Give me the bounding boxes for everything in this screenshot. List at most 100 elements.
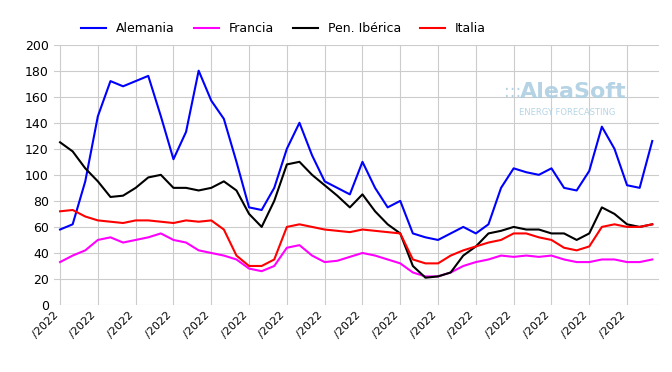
Alemania xyxy=(396,199,405,203)
Alemania xyxy=(472,231,480,236)
Francia xyxy=(308,253,316,258)
Pen. Ibérica xyxy=(157,173,165,177)
Pen. Ibérica xyxy=(358,192,366,196)
Text: AleaSoft: AleaSoft xyxy=(519,81,626,102)
Alemania xyxy=(106,79,114,83)
Pen. Ibérica xyxy=(623,222,631,227)
Francia xyxy=(421,274,429,279)
Alemania xyxy=(169,157,177,161)
Alemania xyxy=(321,179,329,183)
Francia xyxy=(610,257,618,262)
Pen. Ibérica xyxy=(548,231,556,236)
Francia xyxy=(548,253,556,258)
Pen. Ibérica xyxy=(472,244,480,248)
Pen. Ibérica xyxy=(56,140,64,144)
Pen. Ibérica xyxy=(573,238,581,242)
Pen. Ibérica xyxy=(233,188,241,193)
Alemania xyxy=(535,173,543,177)
Pen. Ibérica xyxy=(69,149,77,154)
Francia xyxy=(157,231,165,236)
Pen. Ibérica xyxy=(270,199,278,203)
Italia xyxy=(598,225,606,229)
Francia xyxy=(459,264,467,268)
Pen. Ibérica xyxy=(182,186,190,190)
Alemania xyxy=(447,231,455,236)
Italia xyxy=(56,209,64,214)
Alemania xyxy=(296,121,304,125)
Pen. Ibérica xyxy=(648,222,657,227)
Alemania xyxy=(459,225,467,229)
Pen. Ibérica xyxy=(371,209,379,214)
Italia xyxy=(106,219,114,224)
Italia xyxy=(610,222,618,227)
Francia xyxy=(384,257,392,262)
Pen. Ibérica xyxy=(535,227,543,232)
Pen. Ibérica xyxy=(94,179,102,183)
Italia xyxy=(560,246,568,250)
Italia xyxy=(69,208,77,212)
Pen. Ibérica xyxy=(522,227,530,232)
Alemania xyxy=(548,166,556,170)
Pen. Ibérica xyxy=(333,193,341,198)
Pen. Ibérica xyxy=(207,186,215,190)
Pen. Ibérica xyxy=(421,275,429,280)
Francia xyxy=(333,259,341,263)
Alemania xyxy=(81,179,89,183)
Pen. Ibérica xyxy=(245,212,253,216)
Italia xyxy=(169,221,177,225)
Alemania xyxy=(509,166,517,170)
Italia xyxy=(81,214,89,219)
Alemania xyxy=(195,68,203,73)
Pen. Ibérica xyxy=(144,175,153,180)
Alemania xyxy=(485,222,493,227)
Italia xyxy=(270,257,278,262)
Alemania xyxy=(421,235,429,240)
Italia xyxy=(623,225,631,229)
Francia xyxy=(321,260,329,264)
Italia xyxy=(132,218,140,222)
Francia xyxy=(485,257,493,262)
Italia xyxy=(346,230,354,234)
Francia xyxy=(560,257,568,262)
Alemania xyxy=(560,186,568,190)
Line: Pen. Ibérica: Pen. Ibérica xyxy=(60,142,653,278)
Pen. Ibérica xyxy=(585,231,593,236)
Line: Alemania: Alemania xyxy=(60,71,653,240)
Francia xyxy=(296,243,304,247)
Alemania xyxy=(409,231,417,236)
Italia xyxy=(396,231,405,236)
Francia xyxy=(497,253,505,258)
Francia xyxy=(648,257,657,262)
Pen. Ibérica xyxy=(81,166,89,170)
Alemania xyxy=(245,205,253,209)
Italia xyxy=(220,227,228,232)
Francia xyxy=(245,266,253,271)
Francia xyxy=(207,251,215,255)
Italia xyxy=(636,225,644,229)
Francia xyxy=(409,270,417,275)
Alemania xyxy=(636,186,644,190)
Pen. Ibérica xyxy=(560,231,568,236)
Alemania xyxy=(585,169,593,173)
Francia xyxy=(220,253,228,258)
Alemania xyxy=(283,147,291,151)
Italia xyxy=(447,253,455,258)
Italia xyxy=(94,218,102,222)
Francia xyxy=(346,254,354,259)
Alemania xyxy=(157,114,165,118)
Francia xyxy=(522,253,530,258)
Francia xyxy=(195,248,203,253)
Francia xyxy=(396,261,405,266)
Alemania xyxy=(573,188,581,193)
Italia xyxy=(384,230,392,234)
Francia xyxy=(69,253,77,258)
Francia xyxy=(358,251,366,255)
Alemania xyxy=(384,205,392,209)
Francia xyxy=(447,270,455,275)
Alemania xyxy=(434,238,442,242)
Line: Italia: Italia xyxy=(60,210,653,266)
Italia xyxy=(535,235,543,240)
Alemania xyxy=(610,147,618,151)
Italia xyxy=(485,240,493,245)
Francia xyxy=(119,240,127,245)
